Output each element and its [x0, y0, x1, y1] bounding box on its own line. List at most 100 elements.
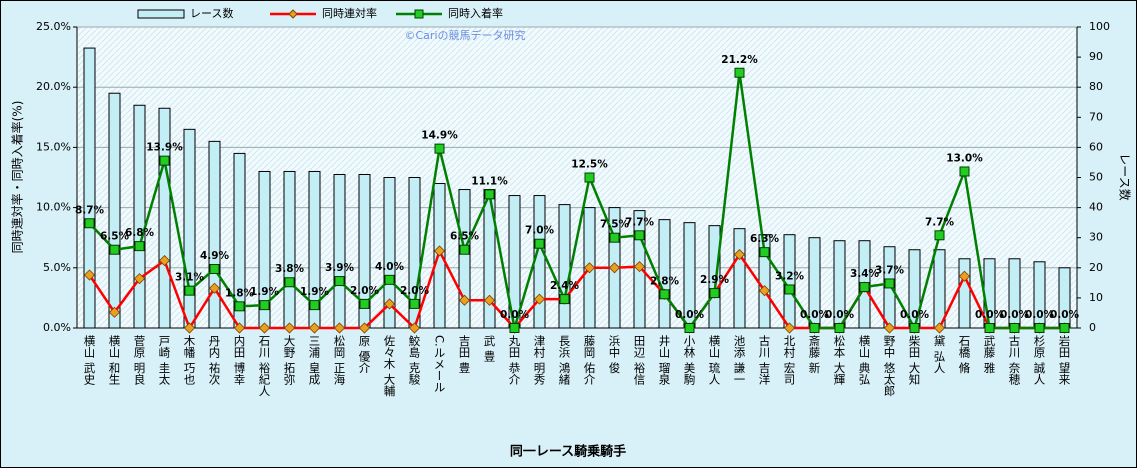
data-label: 6.3%	[750, 233, 780, 245]
legend-marker	[288, 9, 298, 19]
x-tick-label: 津村 明秀	[533, 335, 547, 385]
data-label: 0.0%	[825, 309, 855, 321]
marker	[134, 241, 145, 252]
marker	[633, 261, 646, 273]
x-tick-label: 横山 和生	[108, 334, 122, 385]
x-tick-label: 藤岡 佑介	[583, 335, 597, 385]
data-label: 1.8%	[225, 287, 255, 299]
line	[88, 247, 1065, 331]
marker	[533, 293, 546, 305]
marker	[159, 155, 170, 166]
x-tick-label: 武 豊	[483, 335, 497, 362]
marker	[308, 322, 321, 334]
bar	[733, 228, 746, 329]
y2-axis-title: レース数	[1118, 153, 1133, 200]
x-tick-label: 柴田 大知	[908, 334, 922, 385]
data-label: 0.0%	[1025, 309, 1055, 321]
marker	[959, 166, 970, 177]
bar	[933, 249, 946, 329]
x-tick-label: 横山 琉人	[708, 334, 722, 385]
marker	[909, 323, 920, 333]
marker	[408, 322, 421, 334]
y-axis-title: 同時連対率・同時入着率(%)	[10, 101, 25, 254]
x-tick-label: 黛 弘人	[933, 335, 947, 373]
marker	[684, 323, 695, 333]
x-tick-label: 斎藤 新	[808, 334, 822, 373]
marker	[1009, 323, 1020, 333]
legend-swatch	[137, 9, 185, 19]
marker	[309, 300, 320, 311]
data-label: 0.0%	[975, 309, 1005, 321]
marker	[183, 322, 196, 334]
marker	[709, 288, 720, 299]
data-label: 3.2%	[775, 270, 805, 282]
marker	[333, 322, 346, 334]
marker	[583, 262, 596, 274]
marker	[609, 232, 620, 243]
marker	[783, 322, 796, 334]
data-label: 6.8%	[125, 227, 155, 239]
legend-label: レース数	[190, 7, 233, 20]
x-tick-label: 長浜 鴻緒	[558, 335, 572, 385]
bar	[108, 92, 121, 329]
bar	[158, 107, 171, 329]
x-tick-label: 北村 宏司	[783, 335, 797, 385]
marker	[958, 270, 971, 282]
marker	[933, 322, 946, 334]
bar	[283, 170, 296, 329]
data-label: 0.0%	[500, 309, 530, 321]
marker	[484, 189, 495, 200]
x-tick-label: 横山 武史	[83, 334, 97, 385]
marker	[258, 322, 271, 334]
y2-tick-label: 80	[1089, 80, 1103, 93]
y2-tick-label: 40	[1089, 201, 1103, 214]
data-label: 7.5%	[600, 219, 630, 231]
y2-tick-label: 30	[1089, 231, 1103, 244]
legend-label: 同時入着率	[448, 6, 503, 20]
marker	[108, 306, 121, 318]
marker	[883, 322, 896, 334]
data-label: 3.9%	[325, 262, 355, 274]
y2-tick-label: 60	[1089, 140, 1103, 153]
marker	[283, 322, 296, 334]
data-label: 6.5%	[450, 231, 480, 243]
bar	[83, 47, 96, 329]
marker	[434, 143, 445, 154]
x-tick-label: 吉田 豊	[458, 335, 472, 373]
data-label: 6.5%	[100, 231, 130, 243]
marker	[534, 238, 545, 249]
x-tick-label: 野中 悠太郎	[883, 335, 897, 396]
line	[88, 72, 1065, 332]
marker	[459, 244, 470, 255]
marker	[509, 323, 520, 333]
data-label: 1.9%	[250, 286, 280, 298]
y-tick-label: 20.0%	[36, 80, 71, 93]
x-tick-label: 武藤 雅	[983, 335, 997, 373]
x-tick-label: 菅原 明良	[133, 335, 147, 385]
y2-tick-label: 50	[1089, 171, 1103, 184]
x-tick-label: 池添 謙一	[733, 335, 747, 385]
y-tick-label: 10.0%	[36, 201, 71, 214]
bar	[333, 173, 346, 329]
marker	[809, 323, 820, 333]
x-tick-label: 石川 裕紀人	[258, 335, 272, 396]
marker	[1059, 323, 1070, 333]
legend-marker	[414, 9, 424, 19]
x-tick-label: 小林 美駒	[683, 335, 697, 385]
marker	[284, 277, 295, 288]
x-tick-label: 戸崎 圭太	[158, 335, 172, 385]
bar	[458, 189, 471, 329]
marker	[734, 67, 745, 78]
marker	[234, 301, 245, 312]
marker	[84, 218, 95, 229]
data-label: 7.7%	[925, 216, 955, 228]
x-tick-label: 内田 博幸	[233, 334, 247, 385]
x-tick-label: 鮫島 克駿	[408, 334, 422, 385]
bar	[958, 258, 971, 329]
data-label: 13.0%	[946, 152, 983, 164]
legend-label: 同時連対率	[322, 6, 377, 20]
y-tick-label: 5.0%	[43, 261, 71, 274]
data-label: 2.9%	[700, 274, 730, 286]
marker	[158, 255, 171, 267]
